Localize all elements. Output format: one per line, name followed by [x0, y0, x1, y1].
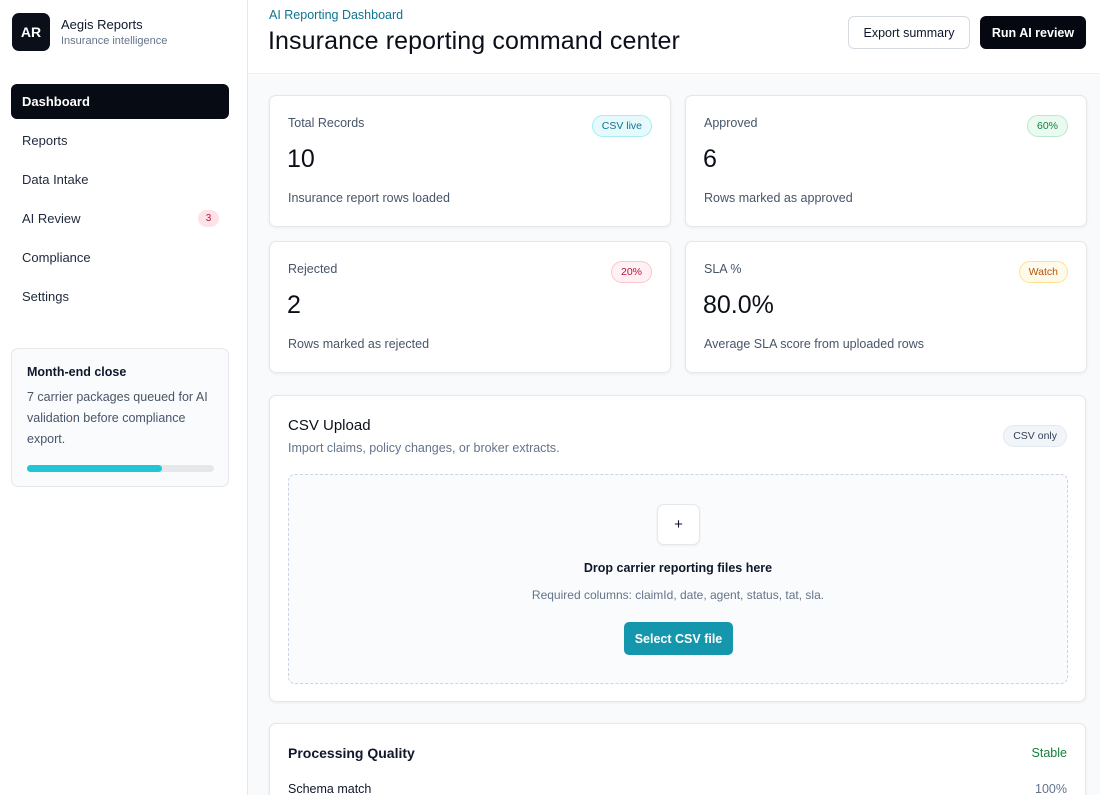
- stat-note: Rows marked as approved: [704, 191, 853, 205]
- stat-label: Total Records: [288, 116, 365, 130]
- stat-note: Average SLA score from uploaded rows: [704, 337, 925, 351]
- plus-icon[interactable]: +: [657, 504, 700, 545]
- sidebar-item-label: Dashboard: [22, 94, 90, 109]
- page-title: Insurance reporting command center: [268, 27, 680, 55]
- month-end-progress-fill: [27, 465, 162, 472]
- page-eyebrow: AI Reporting Dashboard: [269, 8, 404, 22]
- select-csv-file-button[interactable]: Select CSV file: [624, 622, 733, 655]
- csv-dropzone[interactable]: + Drop carrier reporting files here Requ…: [288, 474, 1068, 684]
- status-badge: Watch: [1018, 261, 1068, 283]
- page-header: AI Reporting Dashboard Insurance reporti…: [248, 0, 1100, 74]
- month-end-close-card: Month-end close 7 carrier packages queue…: [11, 348, 229, 487]
- sidebar-item-reports[interactable]: Reports: [11, 123, 229, 158]
- status-badge: CSV live: [591, 115, 652, 137]
- csv-upload-title: CSV Upload: [288, 417, 371, 434]
- dropzone-requirements: Required columns: claimId, date, agent, …: [531, 588, 825, 602]
- brand[interactable]: AR Aegis Reports Insurance intelligence: [12, 13, 167, 51]
- stat-card-rejected: Rejected 20% 2 Rows marked as rejected: [269, 241, 671, 373]
- processing-quality-card: Processing Quality Stable Schema match 1…: [269, 723, 1086, 795]
- csv-upload-subtitle: Import claims, policy changes, or broker…: [288, 441, 560, 455]
- stat-card-approved: Approved 60% 6 Rows marked as approved: [685, 95, 1087, 227]
- brand-subtitle: Insurance intelligence: [61, 34, 168, 47]
- sidebar-item-label: Settings: [22, 289, 69, 304]
- stat-card-sla: SLA % Watch 80.0% Average SLA score from…: [685, 241, 1087, 373]
- sidebar-item-data-intake[interactable]: Data Intake: [11, 162, 229, 197]
- run-ai-review-button[interactable]: Run AI review: [980, 16, 1086, 49]
- export-summary-button[interactable]: Export summary: [848, 16, 970, 49]
- sidebar-item-label: AI Review: [22, 211, 81, 226]
- ai-review-count-badge: 3: [198, 210, 219, 227]
- stat-note: Rows marked as rejected: [288, 337, 430, 351]
- stat-value: 80.0%: [703, 291, 774, 319]
- stat-note: Insurance report rows loaded: [288, 191, 450, 205]
- stat-label: SLA %: [704, 262, 742, 276]
- main-content: AI Reporting Dashboard Insurance reporti…: [248, 0, 1100, 795]
- quality-metric-label: Schema match: [288, 782, 372, 795]
- sidebar: AR Aegis Reports Insurance intelligence …: [0, 0, 248, 795]
- dropzone-title: Drop carrier reporting files here: [583, 561, 773, 575]
- sidebar-item-ai-review[interactable]: AI Review 3: [11, 201, 229, 236]
- month-end-close-title: Month-end close: [27, 365, 127, 379]
- stat-label: Rejected: [288, 262, 338, 276]
- status-badge: 60%: [1026, 115, 1068, 137]
- stat-value: 6: [703, 145, 717, 173]
- sidebar-item-label: Reports: [22, 133, 68, 148]
- stat-label: Approved: [704, 116, 758, 130]
- quality-metric-value: 100%: [1035, 782, 1067, 795]
- month-end-progress-bar: [27, 465, 214, 472]
- month-end-close-description: 7 carrier packages queued for AI validat…: [27, 390, 208, 446]
- sidebar-item-label: Compliance: [22, 250, 91, 265]
- processing-quality-title: Processing Quality: [288, 745, 415, 761]
- sidebar-item-label: Data Intake: [22, 172, 89, 187]
- sidebar-item-dashboard[interactable]: Dashboard: [11, 84, 229, 119]
- sidebar-item-settings[interactable]: Settings: [11, 279, 229, 314]
- csv-only-badge: CSV only: [1003, 425, 1067, 447]
- brand-logo: AR: [12, 13, 50, 51]
- stat-value: 2: [287, 291, 301, 319]
- status-badge: 20%: [610, 261, 652, 283]
- sidebar-nav: Dashboard Reports Data Intake AI Review …: [11, 84, 229, 318]
- stat-card-total-records: Total Records CSV live 10 Insurance repo…: [269, 95, 671, 227]
- stat-value: 10: [287, 145, 315, 173]
- processing-quality-status: Stable: [1031, 746, 1067, 760]
- sidebar-item-compliance[interactable]: Compliance: [11, 240, 229, 275]
- csv-upload-card: CSV Upload Import claims, policy changes…: [269, 395, 1086, 702]
- brand-name: Aegis Reports: [61, 16, 143, 32]
